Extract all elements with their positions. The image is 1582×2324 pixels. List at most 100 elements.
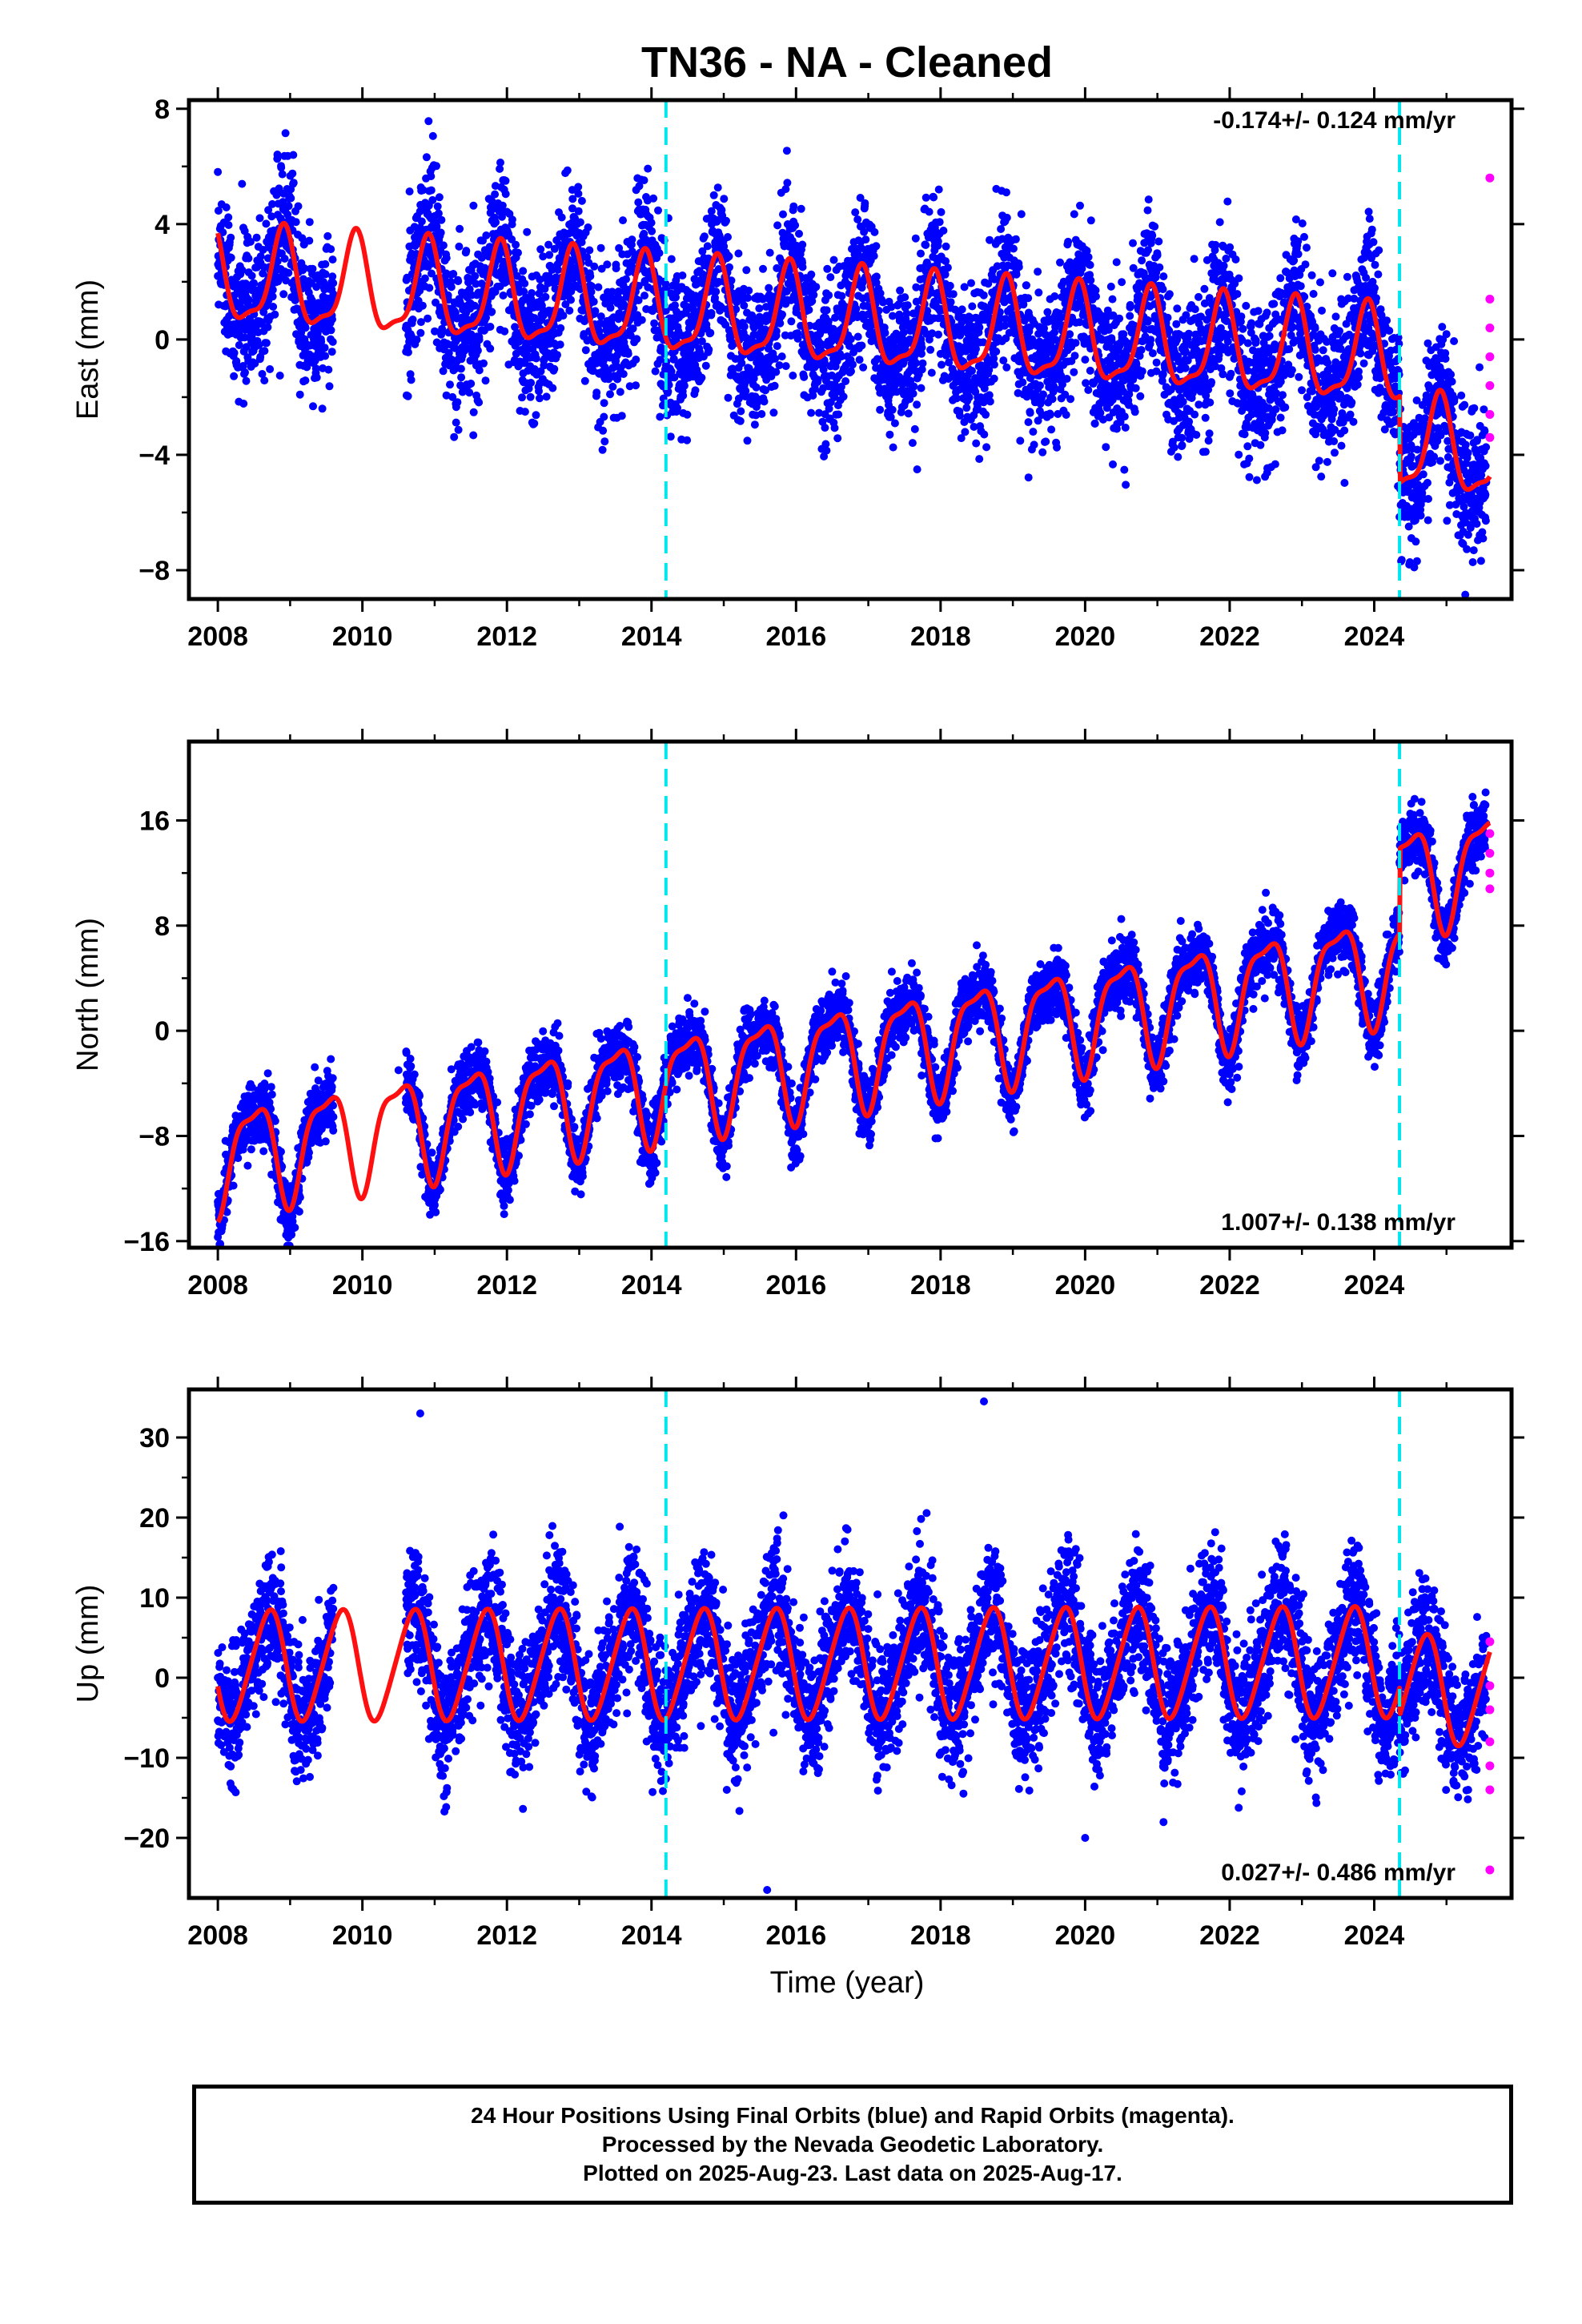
east-final-point [789, 372, 797, 380]
east-final-point [1178, 433, 1186, 442]
east-final-point [428, 131, 437, 140]
east-final-point [227, 233, 235, 242]
east-final-point [260, 347, 269, 356]
east-final-point [626, 332, 635, 340]
east-final-point [683, 410, 692, 419]
east-final-point [917, 384, 926, 392]
east-final-point [655, 249, 664, 257]
east-final-point [1165, 326, 1174, 335]
east-final-point [1205, 429, 1214, 438]
east-final-point [448, 392, 457, 401]
east-final-point [941, 270, 950, 279]
east-final-point [585, 246, 594, 255]
east-final-point [244, 296, 253, 304]
east-final-point [542, 392, 551, 401]
east-final-point [456, 364, 465, 373]
east-final-point [424, 117, 433, 126]
east-final-point [1163, 313, 1172, 322]
east-final-point [1056, 258, 1064, 267]
east-final-point [888, 405, 897, 414]
east-final-point [556, 324, 565, 332]
east-final-point [910, 424, 919, 433]
east-final-point [632, 356, 640, 364]
east-final-point [734, 249, 743, 258]
east-final-point [298, 234, 307, 243]
east-final-point [1148, 231, 1157, 240]
east-final-point [405, 187, 414, 196]
east-final-point [1018, 378, 1027, 387]
east-final-point [301, 324, 310, 332]
east-final-point [608, 382, 617, 391]
east-final-point [841, 377, 850, 385]
east-final-point [242, 376, 251, 385]
east-final-point [277, 163, 286, 172]
east-final-point [611, 324, 620, 333]
east-final-point [1070, 352, 1079, 360]
east-final-point [1062, 411, 1070, 419]
east-final-point [927, 368, 936, 377]
east-final-point [982, 443, 991, 452]
east-final-point [640, 176, 648, 185]
east-final-point [701, 361, 710, 370]
east-final-point [432, 162, 440, 171]
east-final-point [992, 348, 1001, 356]
east-final-point [553, 351, 561, 360]
east-final-point [720, 195, 729, 203]
east-final-point [600, 437, 609, 446]
east-final-point [1039, 390, 1047, 399]
east-final-point [518, 393, 526, 402]
east-final-point [740, 301, 749, 310]
east-final-point [1138, 256, 1146, 265]
east-final-point [908, 439, 917, 448]
east-final-point [1263, 308, 1271, 317]
east-final-point [527, 379, 536, 387]
east-final-point [632, 335, 641, 344]
east-final-point [284, 268, 293, 277]
east-final-point [1076, 201, 1084, 210]
east-final-point [1271, 405, 1280, 414]
east-final-point [1024, 418, 1033, 427]
east-final-point [968, 367, 976, 375]
east-final-point [783, 179, 792, 187]
east-final-point [656, 356, 665, 364]
east-final-point [511, 323, 520, 332]
east-final-point [416, 328, 425, 337]
east-final-point [262, 339, 271, 348]
east-final-point [1090, 420, 1099, 428]
east-final-point [600, 412, 608, 421]
east-final-point [439, 367, 448, 376]
east-final-point [1251, 336, 1260, 344]
east-final-point [781, 362, 790, 371]
east-final-point [472, 279, 480, 288]
east-final-point [501, 176, 510, 185]
east-final-point [861, 199, 869, 207]
east-final-point [1036, 381, 1044, 390]
east-final-point [821, 424, 829, 432]
east-final-point [317, 337, 326, 346]
east-final-point [1223, 197, 1232, 206]
east-final-point [574, 183, 583, 191]
east-final-point [1138, 367, 1146, 376]
east-final-point [634, 198, 643, 207]
east-final-point [1084, 386, 1093, 394]
east-final-point [590, 262, 599, 271]
east-final-point [438, 327, 447, 336]
east-final-point [619, 216, 627, 225]
east-final-point [263, 323, 272, 332]
east-final-point [1252, 476, 1261, 485]
east-final-point [528, 289, 536, 297]
east-final-point [823, 264, 832, 273]
east-final-point [596, 243, 605, 252]
east-final-point [946, 281, 954, 290]
east-final-point [475, 398, 484, 407]
east-final-point [258, 370, 267, 378]
east-final-point [1204, 436, 1213, 445]
east-final-point [608, 287, 616, 296]
east-final-point [709, 191, 718, 199]
east-final-point [980, 430, 989, 439]
east-final-point [536, 367, 545, 376]
east-final-point [982, 410, 990, 419]
east-final-point [433, 202, 442, 211]
east-final-point [492, 218, 500, 227]
east-final-point [1154, 237, 1163, 246]
